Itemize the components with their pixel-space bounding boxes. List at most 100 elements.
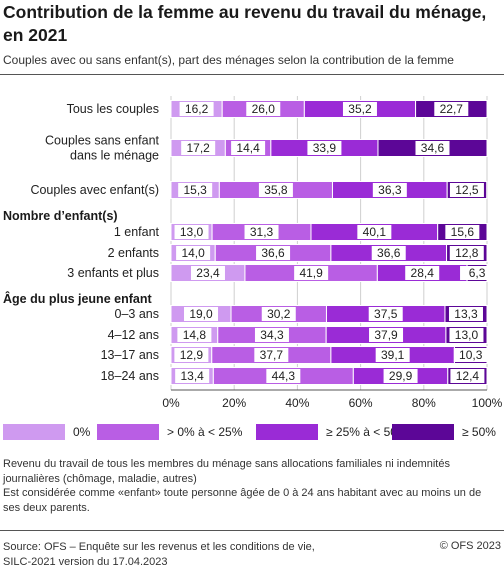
data-label-box [371,246,406,260]
category-label: 13–17 ans [101,348,159,362]
category-label: Couples sans enfant [45,134,159,148]
data-label: 17,2 [186,141,210,155]
data-label-box [181,141,216,155]
category-label: 18–24 ans [101,369,159,383]
data-label-box [174,225,209,239]
data-label-box [266,369,301,383]
data-label: 41,9 [299,266,323,280]
data-label: 37,7 [260,348,284,362]
data-label-box [445,225,480,239]
top-divider [0,74,504,75]
data-label-box [307,141,342,155]
data-label-box [460,266,495,280]
data-label: 13,0 [455,328,479,342]
data-label: 12,5 [455,183,479,197]
data-label: 14,8 [183,328,207,342]
data-label-box [254,348,289,362]
stacked-bar-chart: Tous les couples 16,2 26,0 35,2 22,7 Couples … [3,96,503,410]
data-label: 22,7 [440,102,464,116]
data-label-box [434,102,469,116]
data-label: 13,0 [180,225,204,239]
data-label: 16,2 [185,102,209,116]
data-label: 33,9 [313,141,337,155]
x-tick-label: 60% [349,396,373,410]
data-label-box [176,246,211,260]
note-child-definition: Est considérée comme «enfant» toute pers… [3,487,482,514]
data-label: 19,0 [189,307,213,321]
data-label-box [178,183,213,197]
chart-notes: Revenu du travail de tous les membres du… [3,457,501,515]
note-income-definition: Revenu du travail de tous les membres du… [3,458,450,485]
data-label-box [184,307,219,321]
legend-swatch-3 [392,424,454,440]
category-label: 1 enfant [114,225,160,239]
data-label: 36,6 [377,246,401,260]
data-label: 26,0 [252,102,276,116]
source-line-2: SILC-2021 version du 17.04.2023 [3,555,168,568]
x-tick-label: 20% [222,396,246,410]
x-tick-label: 0% [162,396,180,410]
data-label: 44,3 [272,369,296,383]
legend-swatch-2 [256,424,318,440]
data-label-box [254,328,289,342]
data-label-box [383,369,418,383]
data-label: 14,0 [181,246,205,260]
legend-label-1: > 0% à < 25% [167,425,243,439]
data-label: 34,6 [421,141,445,155]
data-label-box [246,102,281,116]
category-label: dans le ménage [70,149,159,163]
data-label-box [175,369,210,383]
data-label-box [294,266,329,280]
x-tick-label: 100% [472,396,503,410]
data-label: 34,3 [260,328,284,342]
category-label: Couples avec enfant(s) [30,183,159,197]
data-label-box [368,307,403,321]
data-label: 36,3 [378,183,402,197]
legend-swatch-0 [3,424,65,440]
data-label-box [258,183,293,197]
data-label: 15,3 [183,183,207,197]
category-label: Tous les couples [67,102,159,116]
data-label: 40,1 [363,225,387,239]
data-label-box [369,328,404,342]
data-label: 14,4 [236,141,260,155]
data-label-box [405,266,440,280]
chart-title: Contribution de la femme au revenu du tr… [3,2,487,45]
data-label-box [244,225,279,239]
data-label-box [261,307,296,321]
x-tick-label: 40% [285,396,309,410]
source-line-1: Source: OFS – Enquête sur les revenus et… [3,541,315,553]
data-label-box [415,141,450,155]
data-label: 37,9 [374,328,398,342]
data-label-box [449,183,484,197]
data-label-box [231,141,266,155]
data-label: 12,8 [455,246,479,260]
data-label-box [256,246,291,260]
data-label-box [453,348,488,362]
data-label: 12,9 [180,348,204,362]
source-note: Source: OFS – Enquête sur les revenus et… [3,540,403,569]
category-label: 3 enfants et plus [67,266,159,280]
legend-label-3: ≥ 50% [462,425,496,439]
data-label: 13,4 [180,369,204,383]
data-label: 35,8 [264,183,288,197]
category-label: 4–12 ans [108,328,159,342]
legend-label-2: ≥ 25% à < 50% [326,425,408,439]
data-label: 36,6 [261,246,285,260]
data-label: 10,3 [459,348,483,362]
category-label: 2 enfants [108,246,159,260]
data-label-box [190,266,225,280]
data-label: 37,5 [374,307,398,321]
data-label: 31,3 [250,225,274,239]
group-heading: Âge du plus jeune enfant [3,291,152,306]
legend-swatch-1 [97,424,159,440]
bottom-divider [0,530,504,531]
data-label-box [448,307,483,321]
x-tick-label: 80% [412,396,436,410]
data-label: 29,9 [389,369,413,383]
data-label-box [177,328,212,342]
data-label: 30,2 [267,307,291,321]
data-label: 23,4 [196,266,220,280]
data-label-box [342,102,377,116]
copyright: © OFS 2023 [439,540,501,552]
